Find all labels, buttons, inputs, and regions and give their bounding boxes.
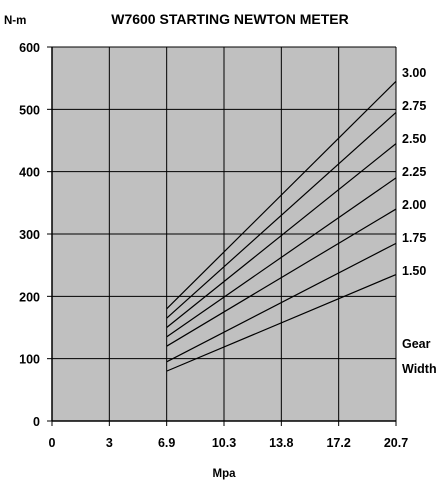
series-label: 2.50 — [402, 132, 426, 146]
y-tick-label: 500 — [19, 103, 40, 117]
y-tick-label: 100 — [19, 353, 40, 367]
series-label: 1.75 — [402, 231, 426, 245]
series-line — [166, 208, 397, 347]
y-tick-label: 400 — [19, 166, 40, 180]
x-tick-label: 10.3 — [212, 436, 236, 450]
series-line — [166, 177, 397, 338]
x-tick-label: 17.2 — [326, 436, 350, 450]
series-label: 3.00 — [402, 66, 426, 80]
y-tick-label: 300 — [19, 228, 40, 242]
legend-title: Gear Width — [402, 337, 437, 376]
series-line — [166, 273, 397, 372]
y-tick-label: 0 — [33, 415, 40, 429]
x-tick-label: 3 — [106, 436, 113, 450]
series-line — [166, 242, 397, 363]
x-tick-label: 13.8 — [269, 436, 293, 450]
y-tick-label: 600 — [19, 41, 40, 55]
chart-title: W7600 STARTING NEWTON METER — [111, 11, 349, 27]
series-label: 2.25 — [402, 165, 426, 179]
x-tick-label: 20.7 — [384, 436, 408, 450]
x-tick-label: 6.9 — [158, 436, 175, 450]
series-labels: 3.00 2.75 2.50 2.25 2.00 1.75 1.50 — [402, 66, 426, 278]
x-tick-label: 0 — [49, 436, 56, 450]
series-line — [166, 80, 397, 310]
series-label: 2.00 — [402, 198, 426, 212]
series-line — [166, 143, 397, 328]
tick-labels: 0 3 6.9 10.3 13.8 17.2 20.7 0 100 200 300 400 500 600 — [19, 41, 408, 450]
legend-title-line-2: Width — [402, 362, 437, 376]
series-line — [166, 112, 397, 319]
grid — [52, 46, 397, 421]
series-label: 1.50 — [402, 264, 426, 278]
series-label: 2.75 — [402, 99, 426, 113]
legend-title-line-1: Gear — [402, 337, 431, 351]
y-axis-label: N-m — [4, 15, 26, 27]
y-tick-label: 200 — [19, 290, 40, 304]
x-axis-label: Mpa — [213, 468, 237, 480]
series-lines — [166, 80, 397, 372]
